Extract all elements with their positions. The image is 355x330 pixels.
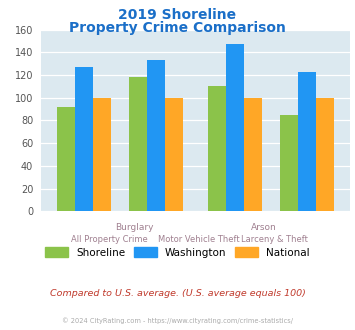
- Text: Larceny & Theft: Larceny & Theft: [241, 235, 308, 244]
- Text: 2019 Shoreline: 2019 Shoreline: [119, 8, 236, 22]
- Bar: [280, 115, 297, 211]
- Legend: Shoreline, Washington, National: Shoreline, Washington, National: [41, 243, 314, 262]
- Text: Property Crime Comparison: Property Crime Comparison: [69, 21, 286, 35]
- Bar: [208, 86, 226, 211]
- Bar: [226, 45, 244, 211]
- Text: Arson: Arson: [251, 223, 276, 232]
- Bar: [165, 98, 183, 211]
- Bar: [147, 60, 165, 211]
- Bar: [244, 98, 262, 211]
- Text: Compared to U.S. average. (U.S. average equals 100): Compared to U.S. average. (U.S. average …: [50, 289, 305, 298]
- Text: All Property Crime: All Property Crime: [71, 235, 147, 244]
- Bar: [57, 107, 75, 211]
- Bar: [93, 98, 111, 211]
- Text: Burglary: Burglary: [115, 223, 153, 232]
- Text: Motor Vehicle Theft: Motor Vehicle Theft: [158, 235, 240, 244]
- Text: © 2024 CityRating.com - https://www.cityrating.com/crime-statistics/: © 2024 CityRating.com - https://www.city…: [62, 317, 293, 324]
- Bar: [75, 67, 93, 211]
- Bar: [129, 77, 147, 211]
- Bar: [297, 72, 316, 211]
- Bar: [316, 98, 333, 211]
